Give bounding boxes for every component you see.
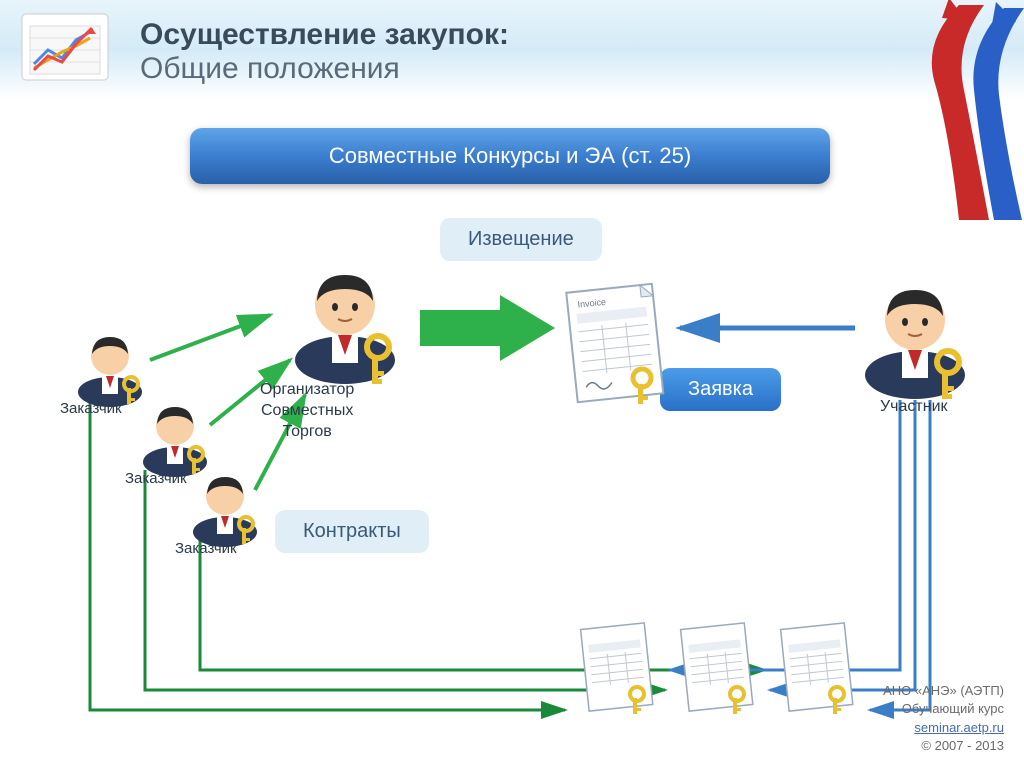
organizer-icon bbox=[290, 265, 400, 385]
customer-icon-3 bbox=[190, 470, 260, 548]
footer: АНО «АНЭ» (АЭТП) Обучающий курс seminar.… bbox=[883, 682, 1004, 755]
organizer-label: Организатор Совместных Торгов bbox=[260, 380, 354, 442]
customer-icon-2 bbox=[140, 400, 210, 478]
banner-text: Совместные Конкурсы и ЭА (ст. 25) bbox=[329, 143, 691, 169]
footer-copyright: © 2007 - 2013 bbox=[921, 738, 1004, 753]
document-icon-1 bbox=[575, 620, 660, 720]
customer-label-1: Заказчик bbox=[60, 400, 122, 417]
document-icon-3 bbox=[775, 620, 860, 720]
diagram-area: Извещение Заявка Контракты bbox=[0, 200, 1024, 760]
document-icon-main: Invoice bbox=[560, 280, 670, 410]
swoosh-decoration bbox=[794, 0, 1024, 220]
participant-icon bbox=[860, 280, 970, 400]
section-banner: Совместные Конкурсы и ЭА (ст. 25) bbox=[190, 128, 830, 184]
participant-label: Участник bbox=[880, 398, 948, 416]
document-icon-2 bbox=[675, 620, 760, 720]
footer-org: АНО «АНЭ» (АЭТП) bbox=[883, 683, 1004, 698]
chart-icon bbox=[20, 12, 110, 82]
header: Осуществление закупок: Общие положения bbox=[0, 0, 1024, 100]
footer-link[interactable]: seminar.aetp.ru bbox=[914, 720, 1004, 735]
customer-icon-1 bbox=[75, 330, 145, 408]
footer-course: Обучающий курс bbox=[902, 701, 1004, 716]
customer-label-3: Заказчик bbox=[175, 540, 237, 557]
customer-label-2: Заказчик bbox=[125, 470, 187, 487]
